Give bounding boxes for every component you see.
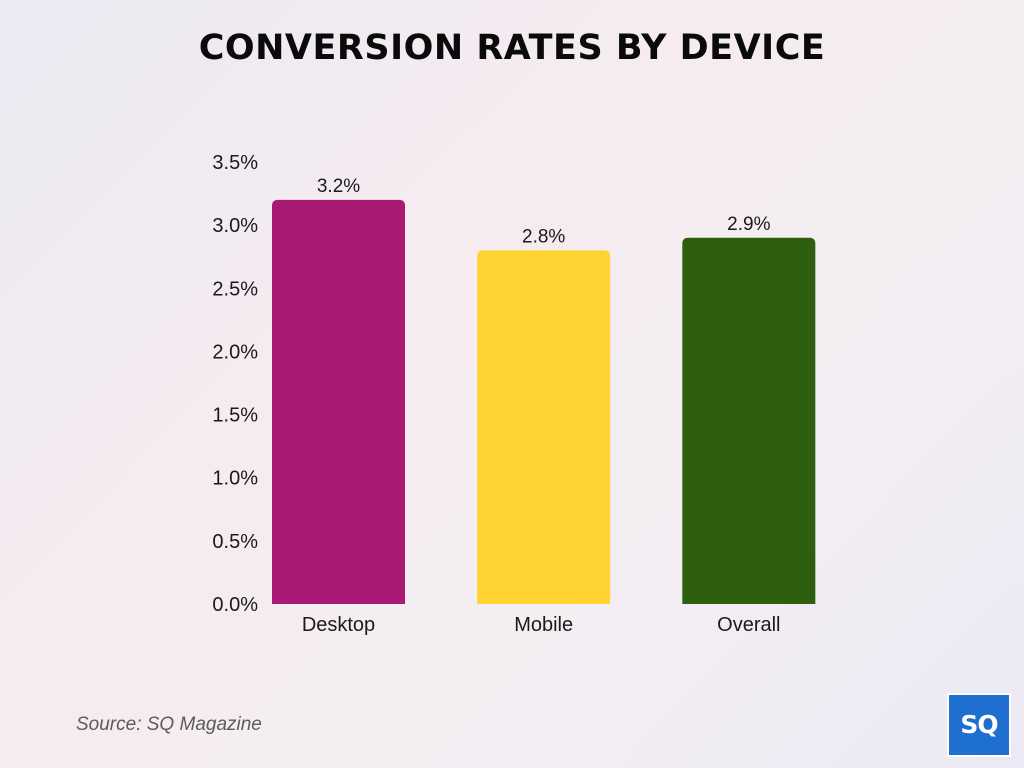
y-tick-label: 3.0% (212, 215, 258, 237)
bar-desktop (272, 199, 405, 604)
source-note: Source: SQ Magazine (76, 714, 262, 735)
x-tick-label-overall: Overall (717, 614, 780, 636)
bars: 3.2% 2.8% 2.9% (272, 176, 816, 604)
x-tick-label-desktop: Desktop (302, 614, 375, 636)
data-label-desktop: 3.2% (317, 176, 360, 197)
chart-title: CONVERSION RATES BY DEVICE (198, 28, 826, 68)
y-tick-label: 2.0% (212, 341, 258, 363)
data-label-mobile: 2.8% (522, 226, 565, 247)
y-tick-label: 0.5% (212, 531, 258, 553)
y-tick-label: 3.5% (212, 152, 258, 174)
x-tick-label-mobile: Mobile (514, 614, 573, 636)
y-tick-label: 0.0% (212, 594, 258, 616)
sq-logo: SQ (947, 693, 1011, 757)
y-tick-label: 1.5% (212, 405, 258, 427)
y-axis: 0.0% 0.5% 1.0% 1.5% 2.0% 2.5% 3.0% 3.5% (212, 152, 258, 616)
data-label-overall: 2.9% (727, 214, 770, 235)
y-tick-label: 2.5% (212, 278, 258, 300)
y-tick-label: 1.0% (212, 468, 258, 490)
bar-mobile (477, 250, 611, 604)
x-axis: Desktop Mobile Overall (302, 614, 781, 636)
bar-overall (682, 237, 816, 604)
